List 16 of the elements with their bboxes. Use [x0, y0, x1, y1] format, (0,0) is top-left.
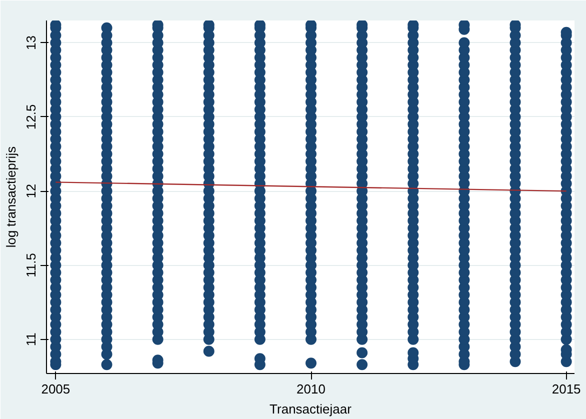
point: [101, 359, 112, 370]
point: [356, 347, 368, 358]
point: [101, 22, 112, 34]
x-tick-label: 2005: [41, 382, 70, 396]
y-tick-label: 12.5: [24, 104, 38, 130]
y-tick-label: 13: [24, 36, 38, 50]
y-tick-label: 12: [24, 184, 38, 198]
x-axis-title: Transactiejaar: [270, 402, 352, 416]
y-axis-title: log transactieprijs: [4, 146, 18, 248]
x-tick-label: 2010: [296, 382, 326, 396]
x-tick-label: 2015: [552, 382, 581, 396]
point: [306, 358, 317, 369]
point: [356, 359, 368, 370]
point: [203, 346, 214, 357]
y-tick-label: 11.5: [24, 253, 38, 278]
y-tick-label: 11: [24, 332, 38, 346]
